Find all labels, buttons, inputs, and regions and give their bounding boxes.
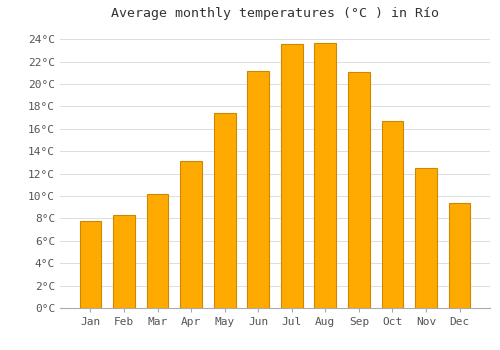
Title: Average monthly temperatures (°C ) in Río: Average monthly temperatures (°C ) in Rí… bbox=[111, 7, 439, 20]
Bar bbox=[180, 161, 202, 308]
Bar bbox=[214, 113, 236, 308]
Bar bbox=[248, 71, 269, 308]
Bar bbox=[415, 168, 437, 308]
Bar bbox=[80, 220, 102, 308]
Bar bbox=[348, 72, 370, 308]
Bar bbox=[113, 215, 135, 308]
Bar bbox=[146, 194, 169, 308]
Bar bbox=[281, 44, 302, 308]
Bar bbox=[382, 121, 404, 308]
Bar bbox=[448, 203, 470, 308]
Bar bbox=[314, 43, 336, 308]
